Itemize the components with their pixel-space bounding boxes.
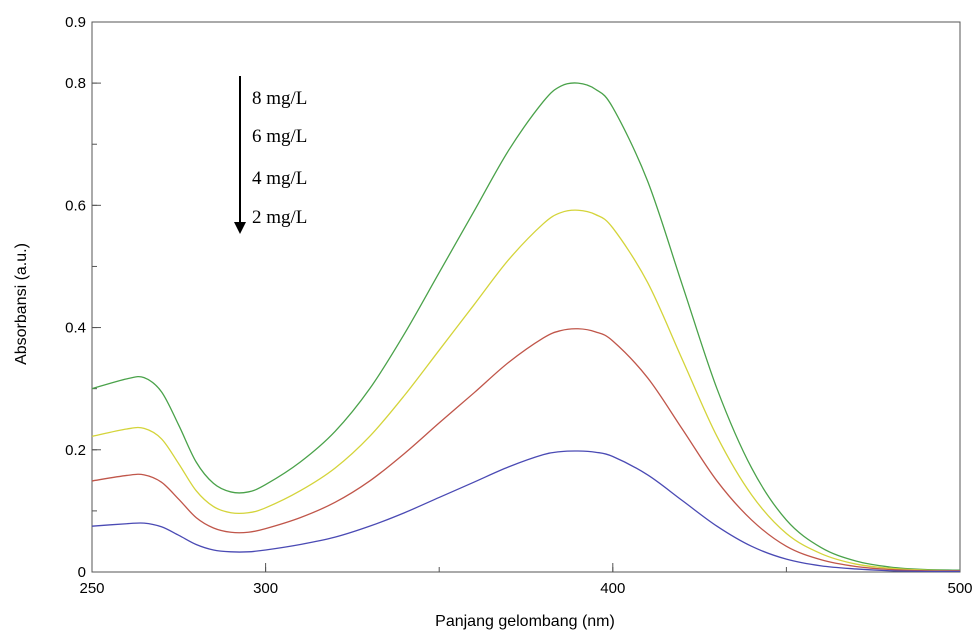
x-tick-label: 400 [600,580,625,597]
x-tick-label: 500 [947,580,972,597]
series-line-4-mg-l [91,328,961,572]
x-axis-title: Panjang gelombang (nm) [435,613,615,630]
y-tick-label: 0.2 [65,442,86,459]
y-axis-title: Absorbansi (a.u.) [13,243,30,365]
x-tick-label: 250 [79,580,104,597]
legend-arrowhead [234,222,246,234]
legend-entry: 6 mg/L [252,126,307,147]
x-tick-label: 300 [253,580,278,597]
plot-frame [91,21,961,573]
series-line-8-mg-l [91,82,961,571]
series-line-6-mg-l [91,209,961,572]
legend-entry: 2 mg/L [252,207,307,228]
y-tick-label: 0.6 [65,197,86,214]
y-tick-label: 0.9 [65,14,86,31]
y-tick-label: 0 [78,564,86,581]
legend-entry: 8 mg/L [252,88,307,109]
legend-entry: 4 mg/L [252,168,307,189]
series-line-2-mg-l [91,450,961,573]
y-tick-label: 0.8 [65,75,86,92]
y-tick-label: 0.4 [65,320,86,337]
